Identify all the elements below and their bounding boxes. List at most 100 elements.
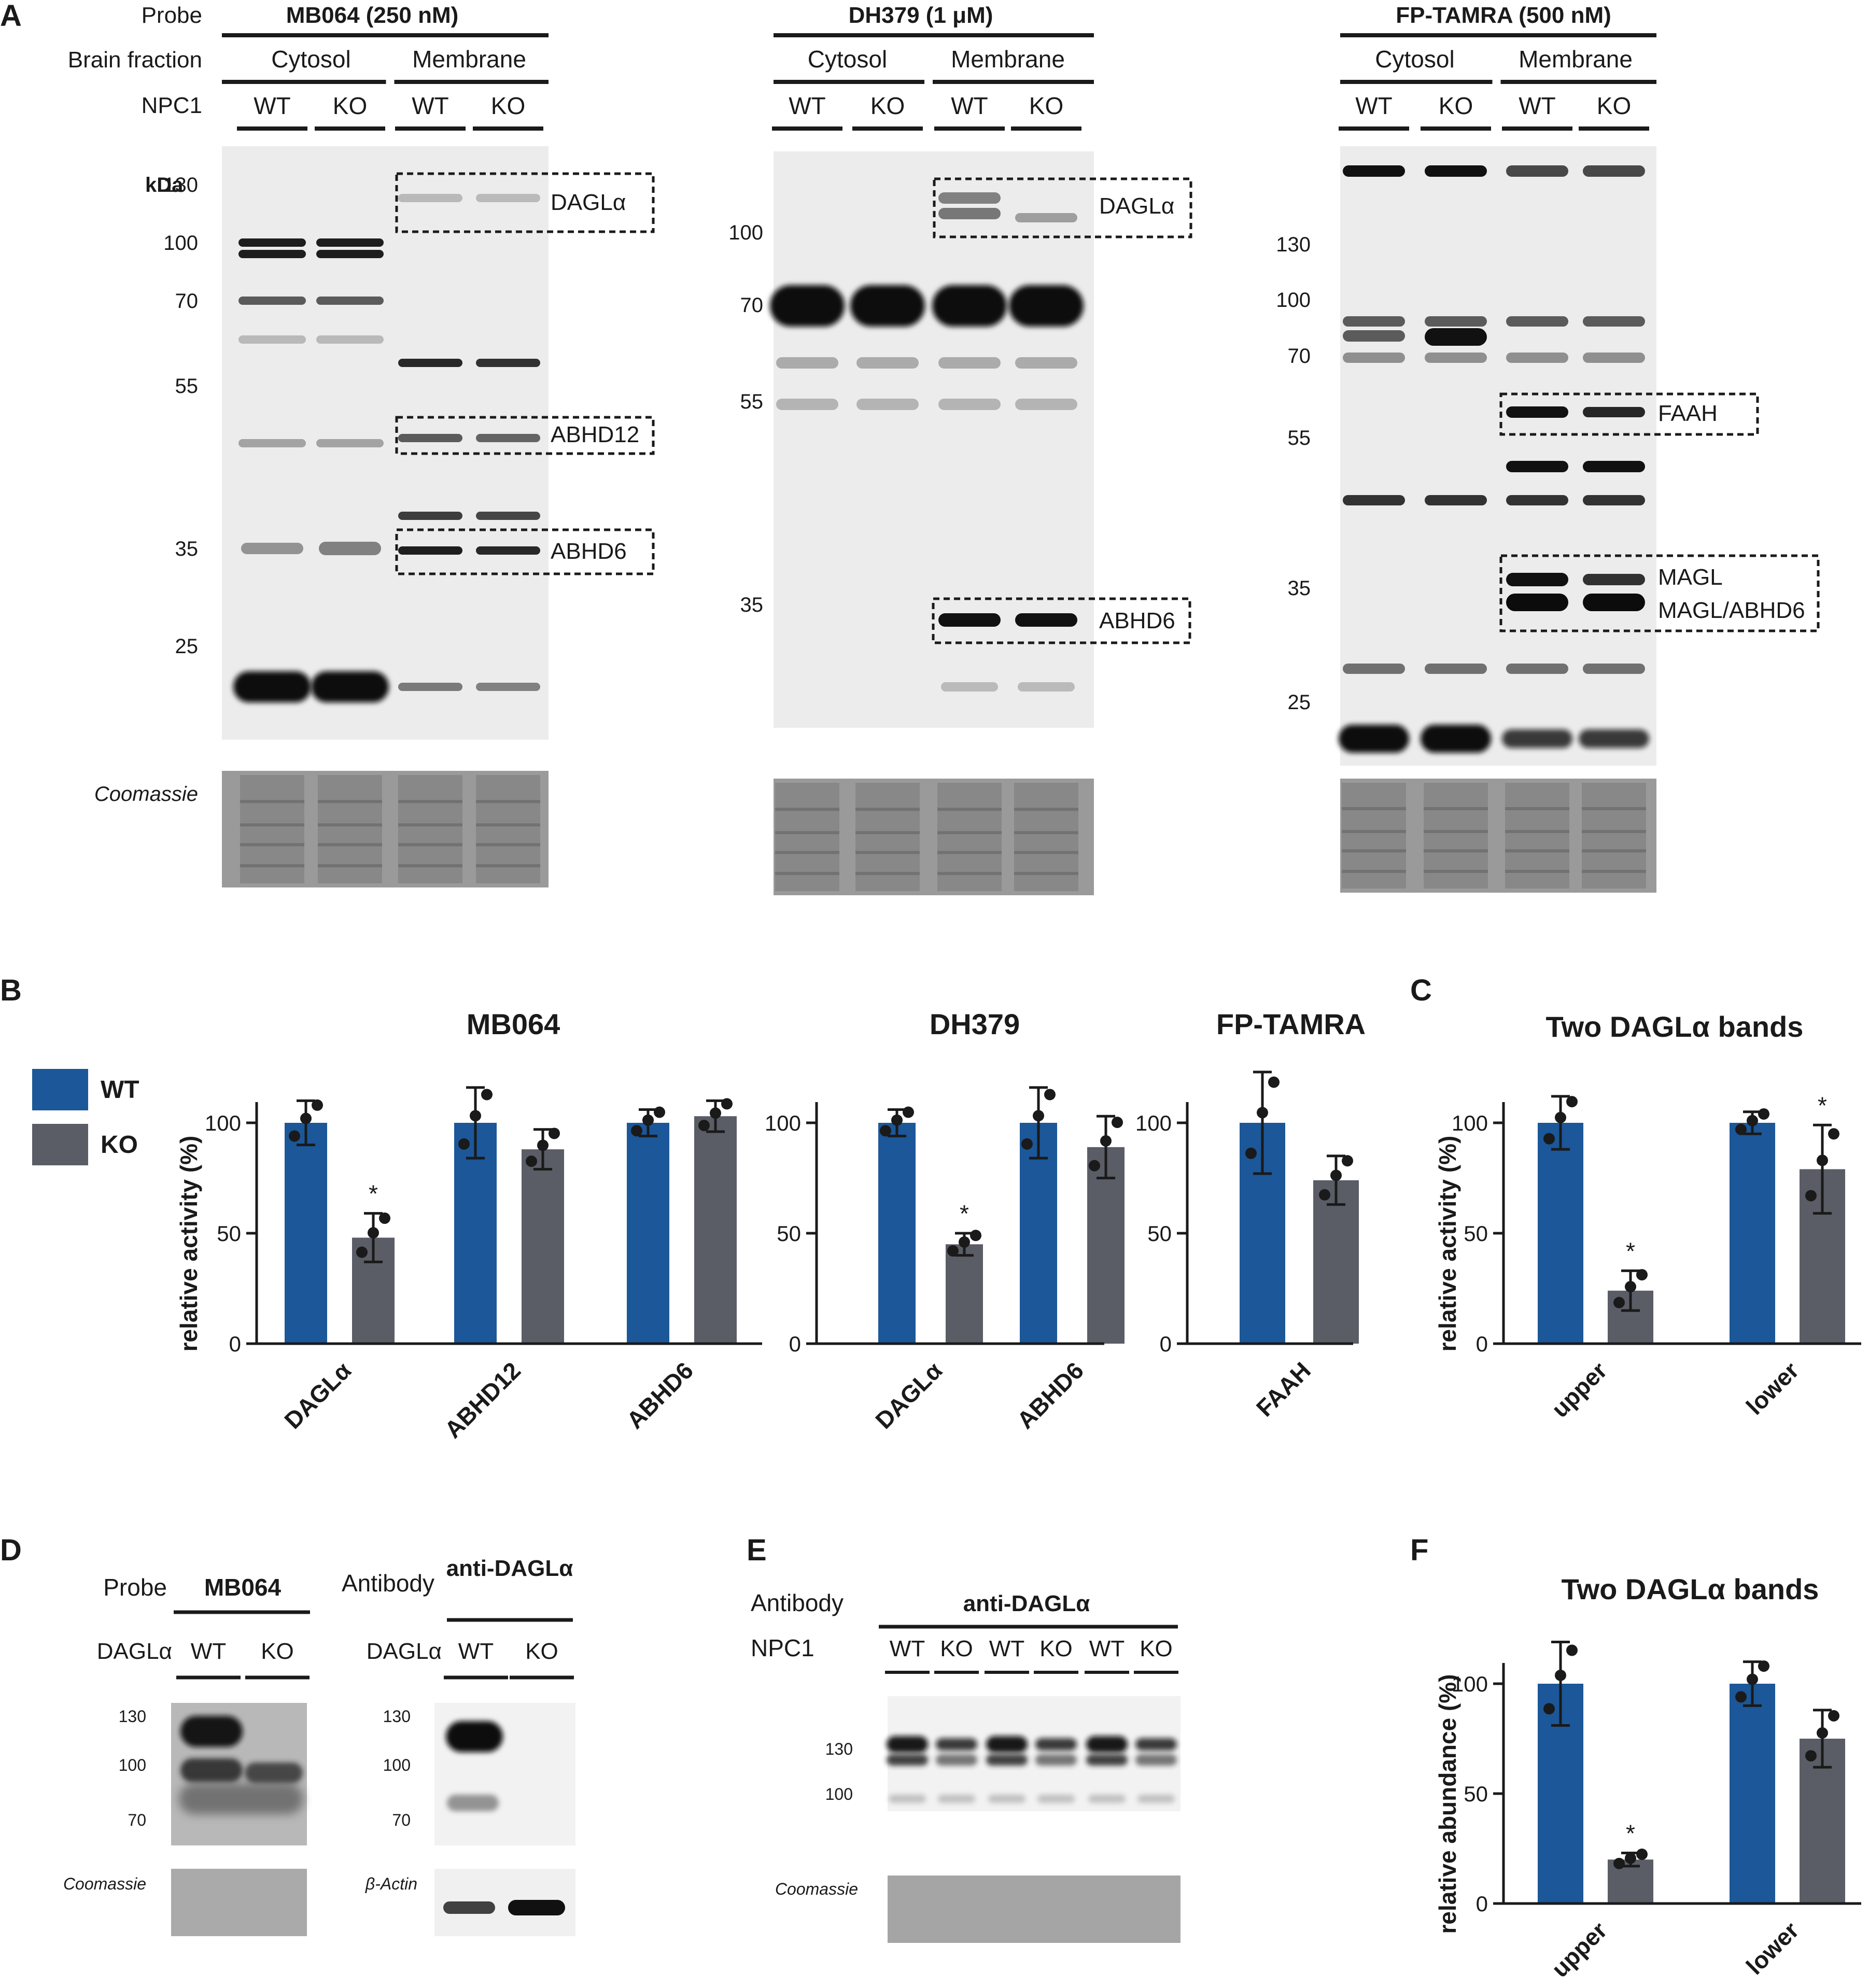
gel-band: [316, 297, 384, 305]
line-layer: [174, 33, 1861, 1905]
chart-title: Two DAGLα bands: [1562, 1573, 1819, 1605]
significance-star: *: [1818, 1092, 1827, 1119]
gel-band: [938, 613, 1001, 627]
coomassie-strip: [888, 1876, 1181, 1943]
data-point: [1828, 1128, 1839, 1140]
x-tick-label: FAAH: [1251, 1357, 1316, 1421]
x-tick-label: upper: [1546, 1357, 1612, 1422]
coomassie-band: [240, 800, 304, 803]
gel-band: [1343, 664, 1405, 674]
gel-band: [1343, 316, 1405, 327]
bar-ko: [1087, 1147, 1125, 1344]
gel-band: [1506, 406, 1568, 418]
lane-label: KO: [940, 1636, 973, 1661]
x-tick-label: ABHD6: [1011, 1357, 1089, 1434]
y-tick-label: 100: [1452, 1672, 1488, 1696]
gel-band: [476, 194, 540, 202]
coomassie-band: [398, 823, 462, 827]
gel-band: [238, 335, 306, 344]
bar-wt: [1730, 1123, 1775, 1344]
gel-band: [316, 250, 384, 258]
y-tick-label: 50: [777, 1221, 801, 1246]
box-dagla: [933, 177, 1192, 238]
data-point: [1625, 1852, 1636, 1864]
gel-band: [936, 1754, 977, 1766]
data-point: [1555, 1111, 1566, 1123]
kda-marker: 130: [119, 1707, 146, 1726]
gel-band: [1583, 495, 1645, 505]
gel-band: [1343, 353, 1405, 363]
coomassie-band: [855, 831, 920, 835]
gel-band: [1583, 664, 1645, 674]
lane-label: KO: [261, 1639, 294, 1664]
gel-band: [1018, 682, 1075, 692]
gel-background: [774, 151, 1094, 728]
gel-band-dark: [1421, 725, 1491, 753]
coomassie-band: [1505, 807, 1569, 810]
panel-letter-F: F: [1410, 1533, 1428, 1567]
chart-title: MB064: [467, 1008, 560, 1040]
lane-label: KO: [1439, 92, 1473, 119]
kda-marker: 100: [825, 1785, 853, 1803]
coomassie-band: [1505, 830, 1569, 833]
gel-band: [447, 1795, 499, 1811]
gel-band: [476, 683, 540, 691]
gel-band: [238, 250, 306, 258]
coomassie-band: [318, 843, 382, 847]
row-label-npc1: NPC1: [142, 93, 202, 118]
gel-band: [316, 335, 384, 344]
blot-e: [888, 1696, 1181, 1811]
y-tick-label: 100: [765, 1111, 801, 1135]
box-label: DAGLα: [1099, 193, 1174, 219]
bar-wt: [627, 1123, 669, 1344]
gel-band: [1015, 399, 1077, 410]
kda-marker: 55: [740, 390, 764, 413]
x-tick-label: lower: [1741, 1916, 1804, 1980]
data-point: [1758, 1108, 1769, 1120]
coomassie-band: [318, 823, 382, 827]
data-point: [1257, 1107, 1268, 1119]
lane-label: WT: [1089, 1636, 1125, 1661]
data-point: [1555, 1669, 1566, 1681]
coomassie-band: [1505, 870, 1569, 873]
data-point: [356, 1246, 368, 1258]
data-point: [1613, 1296, 1625, 1308]
data-point: [1330, 1169, 1342, 1181]
data-point: [458, 1138, 470, 1150]
data-point: [368, 1227, 379, 1239]
kda-marker: 55: [1288, 427, 1311, 449]
kda-marker: 130: [1276, 233, 1311, 256]
box-label: ABHD6: [1099, 608, 1175, 633]
gel-layer: [171, 146, 1845, 1943]
coomassie-band: [318, 864, 382, 867]
kda-marker: 70: [175, 290, 199, 313]
significance-star: *: [960, 1200, 969, 1227]
gel-band: [941, 682, 998, 692]
gel-band: [1425, 664, 1487, 674]
coomassie-band: [240, 864, 304, 867]
lane-label: KO: [870, 92, 905, 119]
coomassie-label: Coomassie: [63, 1874, 146, 1893]
gel-band: [1506, 316, 1568, 327]
row-label-probe: Probe: [142, 3, 202, 28]
probe-label: Probe: [103, 1574, 167, 1601]
data-point: [1747, 1673, 1758, 1685]
coomassie-band: [318, 800, 382, 803]
gel-band: [1425, 316, 1487, 327]
coomassie-band: [937, 872, 1002, 875]
coomassie-band: [398, 843, 462, 847]
gel-band: [1506, 165, 1568, 177]
data-point: [1758, 1660, 1769, 1672]
kda-marker: 130: [825, 1740, 853, 1758]
box-label: MAGL: [1658, 565, 1723, 590]
x-tick-label: DAGLα: [279, 1357, 356, 1434]
data-point: [312, 1099, 323, 1111]
coomassie-band: [855, 808, 920, 811]
gel-band: [1343, 330, 1405, 342]
coomassie-band: [775, 872, 839, 875]
data-point: [481, 1089, 493, 1101]
gel-band: [238, 238, 306, 247]
gel-band-dark: [1339, 725, 1409, 753]
kda-marker: 100: [728, 221, 763, 244]
bar-ko: [522, 1149, 564, 1344]
